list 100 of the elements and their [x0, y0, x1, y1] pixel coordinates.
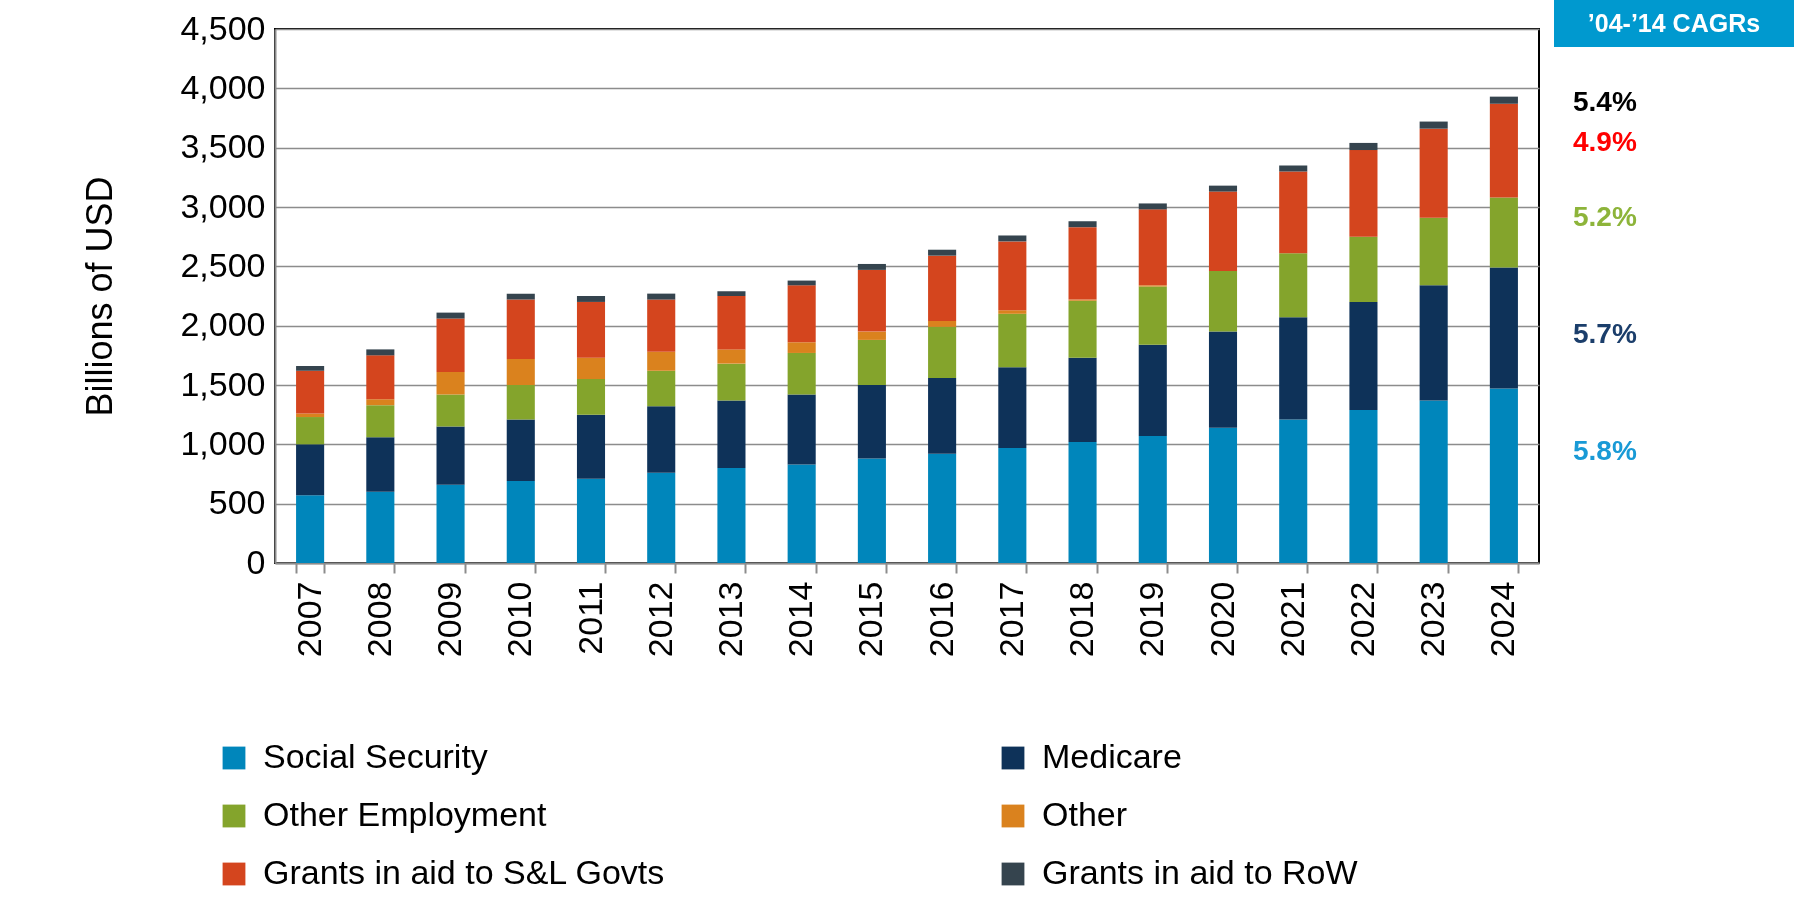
bar [436, 394, 465, 427]
bar [1419, 128, 1448, 218]
bar [1349, 236, 1378, 302]
text: 5.8% [1573, 435, 1637, 467]
bar [998, 235, 1027, 242]
bar [787, 285, 816, 343]
bar [857, 458, 886, 563]
x-tick-label: 2008 [359, 581, 398, 658]
bar [366, 399, 395, 406]
bar [506, 358, 535, 385]
legend-label: Grants in aid to RoW [1042, 853, 1358, 891]
bar [1419, 285, 1448, 401]
bar [1349, 409, 1378, 563]
bar [1138, 209, 1167, 286]
bar [1138, 436, 1167, 563]
y-tick-label: 4,000 [180, 67, 266, 106]
bar [1489, 96, 1518, 104]
bar [1068, 227, 1097, 300]
y-tick-label: 1,500 [180, 364, 266, 403]
bar [1279, 317, 1308, 420]
bar [1349, 142, 1378, 151]
bar [576, 414, 606, 479]
bar [1279, 171, 1308, 254]
bar [857, 269, 886, 332]
text: 4.9% [1573, 126, 1637, 158]
bar [717, 468, 746, 563]
x-tick-label: 2012 [640, 581, 679, 658]
y-tick-label: 4,500 [180, 8, 266, 47]
bar [998, 310, 1027, 314]
x-tick-label: 2009 [430, 581, 469, 658]
bar [506, 293, 535, 300]
bar [366, 355, 395, 400]
legend-label: Medicare [1042, 737, 1182, 775]
text: ’04-’14 CAGRs [1554, 0, 1794, 47]
text: 5.7% [1573, 318, 1637, 350]
legend-label: Social Security [263, 737, 488, 775]
bar [1489, 197, 1518, 268]
bar [717, 400, 746, 469]
bar [366, 349, 395, 356]
bar [1349, 301, 1378, 410]
bar [1208, 191, 1238, 272]
bar [436, 426, 465, 485]
text: 5.4% [1573, 86, 1637, 118]
bar [1419, 400, 1448, 563]
x-tick-label: 2015 [851, 581, 890, 658]
bar [647, 351, 676, 371]
bar [366, 437, 395, 492]
bar [787, 352, 816, 395]
bar [928, 320, 957, 327]
x-tick-label: 2016 [921, 581, 960, 658]
bar [576, 379, 606, 415]
x-tick-label: 2020 [1202, 581, 1241, 658]
bar [1419, 217, 1448, 286]
bar [366, 491, 395, 563]
bar [787, 464, 816, 563]
bar [436, 371, 465, 395]
bar [576, 296, 606, 302]
bar [366, 405, 395, 438]
legend-label: Other [1042, 795, 1128, 833]
bar [1068, 221, 1097, 228]
bar [647, 299, 676, 352]
x-tick-label: 2017 [991, 581, 1030, 658]
bar [717, 349, 746, 364]
y-tick-label: 2,500 [180, 245, 266, 284]
y-tick-label: 3,500 [180, 127, 266, 166]
legend-label: Other Employment [263, 795, 547, 833]
legend-label: Grants in aid to S&L Govts [263, 853, 665, 891]
y-tick-label: 3,000 [180, 186, 266, 225]
bar [1419, 121, 1448, 129]
x-tick-label: 2007 [289, 581, 328, 658]
text: 5.2% [1573, 201, 1637, 233]
bar [998, 447, 1027, 563]
bar [857, 263, 886, 270]
bar [857, 339, 886, 385]
bar [928, 326, 957, 378]
bar [1489, 267, 1518, 389]
bar [1138, 344, 1167, 437]
bar [436, 312, 465, 319]
x-tick-label: 2023 [1413, 581, 1452, 658]
bar [717, 296, 746, 350]
x-tick-label: 2024 [1483, 581, 1522, 658]
bar [576, 357, 606, 380]
bar [998, 241, 1027, 311]
bar [436, 484, 465, 563]
bar [1208, 185, 1238, 192]
bar [1138, 286, 1167, 345]
bar [787, 342, 816, 353]
bar [647, 370, 676, 407]
bar [998, 313, 1027, 368]
bar [1068, 300, 1097, 358]
bar [717, 363, 746, 401]
bar [296, 370, 325, 414]
x-tick-label: 2019 [1132, 581, 1171, 658]
y-tick-label: 500 [208, 483, 266, 522]
x-tick-label: 2014 [781, 581, 820, 658]
bar [1279, 165, 1308, 172]
bar [506, 299, 535, 359]
bar [1068, 441, 1097, 563]
bar [576, 301, 606, 358]
bar [1138, 203, 1167, 210]
